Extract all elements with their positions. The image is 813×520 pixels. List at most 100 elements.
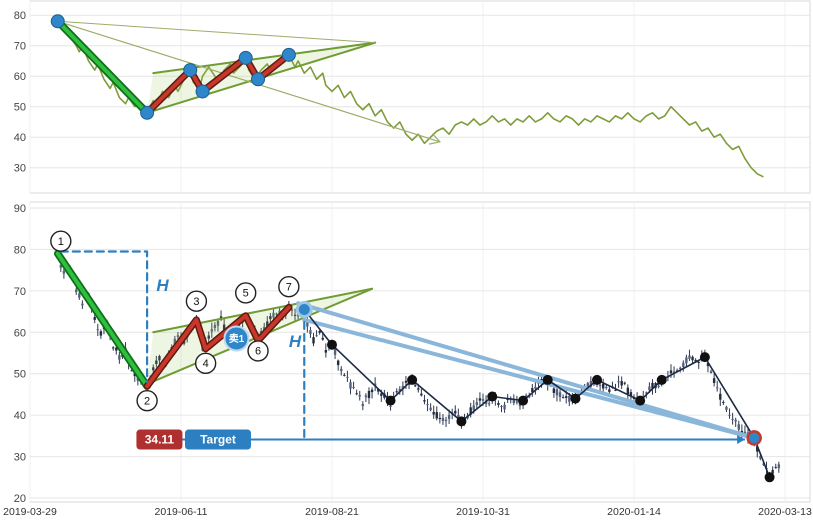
wave-label-7-text: 7 [286, 282, 292, 294]
wave-label-7 [278, 276, 300, 298]
candle-body [558, 392, 562, 397]
y-tick-label: 30 [14, 163, 26, 175]
candle-body [370, 389, 374, 393]
y-tick-label: 60 [14, 71, 26, 83]
candle-body [367, 390, 371, 399]
height-label-1: H [156, 276, 169, 295]
candle-body [623, 382, 626, 384]
pivot-dot-blue [281, 47, 296, 62]
wave-label-3 [185, 290, 208, 312]
candle-body [81, 303, 84, 306]
candle-body [333, 349, 337, 355]
candle-body [404, 380, 408, 383]
candle-body [679, 367, 682, 369]
candle-body [697, 361, 700, 363]
sell-signal-marker [223, 325, 250, 352]
candle-body [598, 384, 602, 387]
pivot-dot-blue [251, 72, 266, 87]
pivot-dot-black [327, 339, 337, 350]
candle-body [216, 321, 220, 326]
candle-body [318, 331, 321, 333]
candle-body [432, 411, 435, 415]
candle-body [682, 362, 685, 367]
wave-label-6 [247, 340, 269, 362]
candle-body [608, 389, 611, 392]
pivot-dot-black [656, 374, 667, 385]
candle-body [651, 382, 654, 389]
candle-body [93, 317, 96, 320]
candle-body [614, 389, 617, 391]
pivot-dot-blue [238, 50, 253, 65]
descent-channel-lower [302, 317, 757, 440]
target-price-badge [136, 429, 183, 450]
candle-body [454, 410, 457, 414]
candle-body [716, 387, 719, 389]
downtrend-line [55, 19, 150, 115]
candle-body [263, 326, 266, 331]
candle-body [155, 360, 158, 364]
candle-body [130, 370, 133, 372]
candle-body [725, 406, 728, 410]
candle-body [506, 398, 509, 400]
measured-move-arrow-head [428, 133, 442, 145]
pivot-dot-black [699, 352, 710, 363]
y-tick-label: 60 [14, 327, 26, 339]
candle-body [669, 370, 673, 374]
pivot-dot-blue [50, 14, 65, 29]
y-tick-label: 80 [14, 10, 26, 22]
candle-body [152, 367, 155, 371]
x-tick-label: 2020-01-14 [607, 506, 661, 518]
candle-body [645, 392, 648, 394]
height-label-2: H [289, 332, 302, 351]
y-tick-label: 50 [14, 102, 26, 114]
candle-body [364, 395, 368, 398]
y-tick-label: 20 [14, 493, 26, 505]
x-tick-label: 2019-10-31 [456, 506, 510, 518]
candle-body [731, 418, 734, 420]
y-tick-label: 50 [14, 369, 26, 381]
candle-body [355, 393, 358, 395]
candle-body [306, 321, 309, 327]
x-tick-label: 2019-06-11 [155, 506, 208, 518]
candle-body [290, 309, 294, 311]
candle-body [269, 316, 272, 320]
x-tick-label: 2020-03-13 [758, 506, 812, 518]
candle-body [420, 393, 423, 396]
panel-border [29, 0, 811, 194]
candle-body [210, 329, 214, 332]
candle-body [497, 403, 500, 405]
wave-label-1 [50, 230, 72, 252]
candle-body [133, 373, 136, 377]
candle-body [472, 405, 475, 411]
candle-body [694, 359, 697, 362]
candle-body [568, 395, 571, 402]
candle-body [266, 321, 269, 327]
descent-channel-upper [296, 301, 757, 440]
downtrend-line [55, 251, 150, 389]
y-tick-label: 80 [14, 244, 26, 256]
candle-body [401, 385, 405, 389]
pivot-dot-blue [183, 63, 198, 78]
y-tick-label: 40 [14, 410, 26, 422]
candle-body [774, 467, 777, 469]
candle-body [771, 469, 774, 474]
candle-body [475, 402, 479, 405]
wave-label-2 [136, 389, 158, 412]
candle-body [759, 456, 762, 459]
target-label-badge [184, 429, 251, 450]
candle-body [358, 395, 361, 397]
candle-body [672, 371, 676, 373]
candle-body [605, 387, 608, 389]
candle-body [349, 382, 352, 389]
bottom-panel-chart: 20 30 40 50 60 70 80 90 2019-03-29 2019-06-11 2019… [3, 201, 812, 518]
candle-body [96, 329, 99, 331]
candle-body [503, 404, 506, 410]
candle-body [395, 391, 398, 393]
sell-signal-marker-text: 卖1 [229, 332, 245, 345]
measured-move-arrow [57, 20, 441, 143]
candle-body [343, 374, 346, 376]
pivot-dot-black [570, 393, 581, 404]
candle-body [423, 400, 426, 402]
candle-body [346, 376, 349, 378]
candle-body [207, 335, 210, 339]
